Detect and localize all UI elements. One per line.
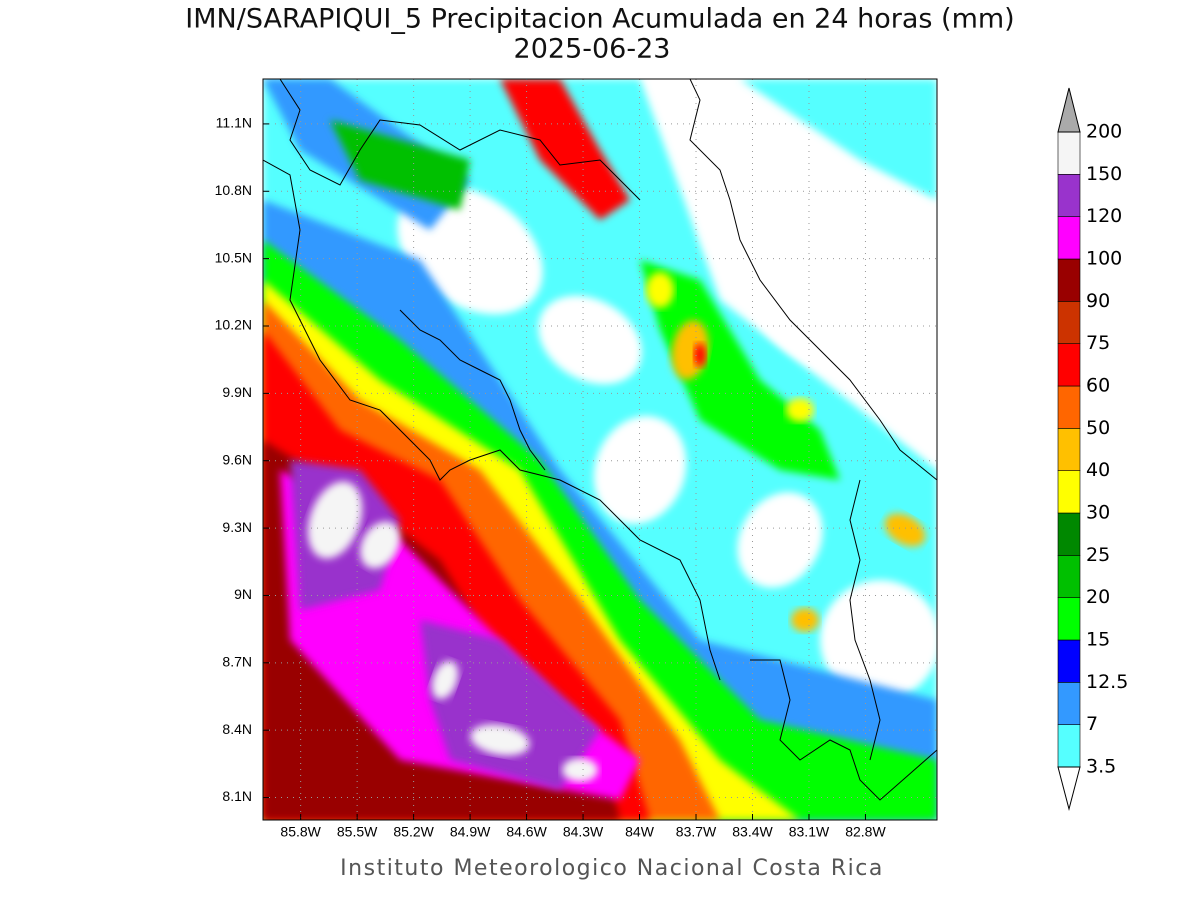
y-tick-label: 8.1N — [222, 788, 252, 804]
colorbar-swatch — [1057, 470, 1081, 514]
x-tick-label: 85.8W — [280, 824, 321, 840]
colorbar-swatch — [1057, 131, 1081, 175]
colorbar-label: 25 — [1086, 544, 1110, 566]
colorbar-swatch — [1057, 682, 1081, 725]
y-tick-label: 9.9N — [222, 384, 252, 400]
colorbar-label: 150 — [1086, 163, 1122, 185]
colorbar-label: 60 — [1086, 375, 1110, 397]
colorbar-label: 40 — [1086, 459, 1110, 481]
pacific-coast — [263, 159, 721, 681]
osa-coast — [750, 659, 937, 801]
colorbar-label: 3.5 — [1086, 756, 1116, 778]
colorbar-over — [1057, 87, 1081, 133]
plot-frame — [262, 78, 938, 821]
footer: Instituto Meteorologico Nacional Costa R… — [340, 856, 884, 881]
colorbar-swatch — [1057, 174, 1081, 217]
colorbar-label: 200 — [1086, 121, 1122, 143]
colorbar-label: 50 — [1086, 417, 1110, 439]
precip-area — [360, 521, 400, 569]
y-tick-label: 11.1N — [216, 115, 252, 131]
x-tick-label: 84.9W — [450, 824, 491, 840]
colorbar-label: 75 — [1086, 332, 1110, 354]
precip-area — [431, 660, 459, 700]
y-tick-label: 8.4N — [222, 721, 252, 737]
colorbar-swatch — [1057, 216, 1081, 260]
y-tick-label: 8.7N — [222, 654, 252, 670]
colorbar-swatch — [1057, 301, 1081, 344]
y-tick-label: 9.3N — [222, 519, 252, 535]
x-tick-label: 84.3W — [563, 824, 604, 840]
colorbar-label: 90 — [1086, 290, 1110, 312]
colorbar-label: 7 — [1086, 713, 1098, 735]
precip-area — [791, 608, 819, 632]
precip-area — [593, 416, 687, 524]
precip-area — [538, 295, 642, 385]
precip-area — [786, 398, 814, 422]
coastlines — [263, 79, 937, 801]
colorbar-swatch — [1057, 512, 1081, 556]
precip-area — [694, 343, 706, 367]
ticks: 85.8W 85.5W 85.2W 84.9W 84.6W 84.3W 84W 83.7W 83… — [215, 115, 887, 840]
x-tick-label: 84.6W — [506, 824, 547, 840]
colorbar-label: 30 — [1086, 502, 1110, 524]
caribbean-coast — [689, 79, 937, 481]
colorbar: 3.5 7 12.5 15 20 25 30 40 50 60 75 90 100 120 150 200 — [1057, 87, 1128, 811]
y-tick-label: 10.2N — [215, 317, 252, 333]
title: IMN/SARAPIQUI_5 Precipitacion Acumulada … — [185, 4, 1014, 35]
border-north — [279, 79, 641, 201]
colorbar-label: 12.5 — [1086, 671, 1128, 693]
colorbar-label: 20 — [1086, 586, 1110, 608]
precip-area — [562, 758, 598, 782]
border-panama — [849, 479, 881, 761]
colorbar-swatch — [1057, 258, 1081, 302]
precip-area — [470, 724, 530, 756]
precip-field — [263, 79, 937, 820]
colorbar-swatch — [1057, 597, 1081, 641]
precip-area — [307, 481, 363, 559]
colorbar-swatch — [1057, 639, 1081, 683]
x-tick-label: 85.5W — [337, 824, 378, 840]
y-tick-label: 10.5N — [215, 249, 252, 265]
precip-area — [646, 272, 674, 308]
x-tick-label: 83.4W — [732, 824, 773, 840]
x-tick-label: 83.7W — [676, 824, 717, 840]
colorbar-swatch — [1057, 555, 1081, 598]
x-tick-label: 84W — [625, 824, 655, 840]
precip-area — [500, 79, 630, 220]
x-tick-label: 83.1W — [789, 824, 830, 840]
y-tick-label: 9N — [234, 586, 252, 602]
grid — [263, 79, 937, 820]
precip-area — [820, 580, 937, 700]
precip-area — [420, 620, 600, 790]
colorbar-under — [1057, 766, 1081, 811]
y-tick-label: 10.8N — [215, 182, 252, 198]
precip-area — [884, 513, 926, 547]
nicoya-coast — [399, 309, 546, 471]
colorbar-swatch — [1057, 343, 1081, 387]
precip-area — [740, 79, 937, 200]
precip-area — [737, 492, 823, 588]
colorbar-label: 100 — [1086, 248, 1122, 270]
precip-area — [741, 226, 899, 374]
colorbar-label: 15 — [1086, 629, 1110, 651]
precip-area — [640, 260, 840, 480]
colorbar-label: 120 — [1086, 205, 1122, 227]
y-tick-label: 9.6N — [222, 451, 252, 467]
colorbar-swatch — [1057, 428, 1081, 471]
x-tick-label: 82.8W — [845, 824, 886, 840]
x-tick-label: 85.2W — [393, 824, 434, 840]
colorbar-swatch — [1057, 385, 1081, 429]
subtitle: 2025-06-23 — [514, 34, 671, 65]
colorbar-swatch — [1057, 724, 1081, 768]
